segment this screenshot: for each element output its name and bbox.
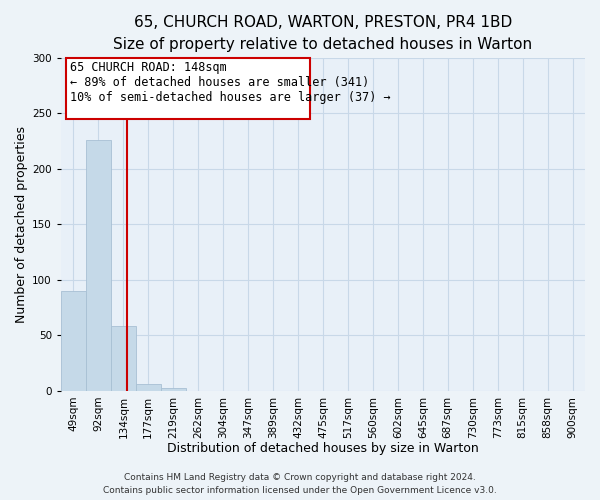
Bar [136, 384, 161, 391]
FancyBboxPatch shape [66, 58, 310, 118]
Bar [161, 388, 186, 391]
Title: 65, CHURCH ROAD, WARTON, PRESTON, PR4 1BD
Size of property relative to detached : 65, CHURCH ROAD, WARTON, PRESTON, PR4 1B… [113, 15, 533, 52]
Text: 10% of semi-detached houses are larger (37) →: 10% of semi-detached houses are larger (… [70, 91, 391, 104]
Bar [111, 326, 136, 391]
X-axis label: Distribution of detached houses by size in Warton: Distribution of detached houses by size … [167, 442, 479, 455]
Y-axis label: Number of detached properties: Number of detached properties [15, 126, 28, 322]
Bar [86, 140, 111, 391]
Text: 65 CHURCH ROAD: 148sqm: 65 CHURCH ROAD: 148sqm [70, 61, 226, 74]
Bar [61, 291, 86, 391]
Text: Contains HM Land Registry data © Crown copyright and database right 2024.
Contai: Contains HM Land Registry data © Crown c… [103, 474, 497, 495]
Text: ← 89% of detached houses are smaller (341): ← 89% of detached houses are smaller (34… [70, 76, 369, 90]
